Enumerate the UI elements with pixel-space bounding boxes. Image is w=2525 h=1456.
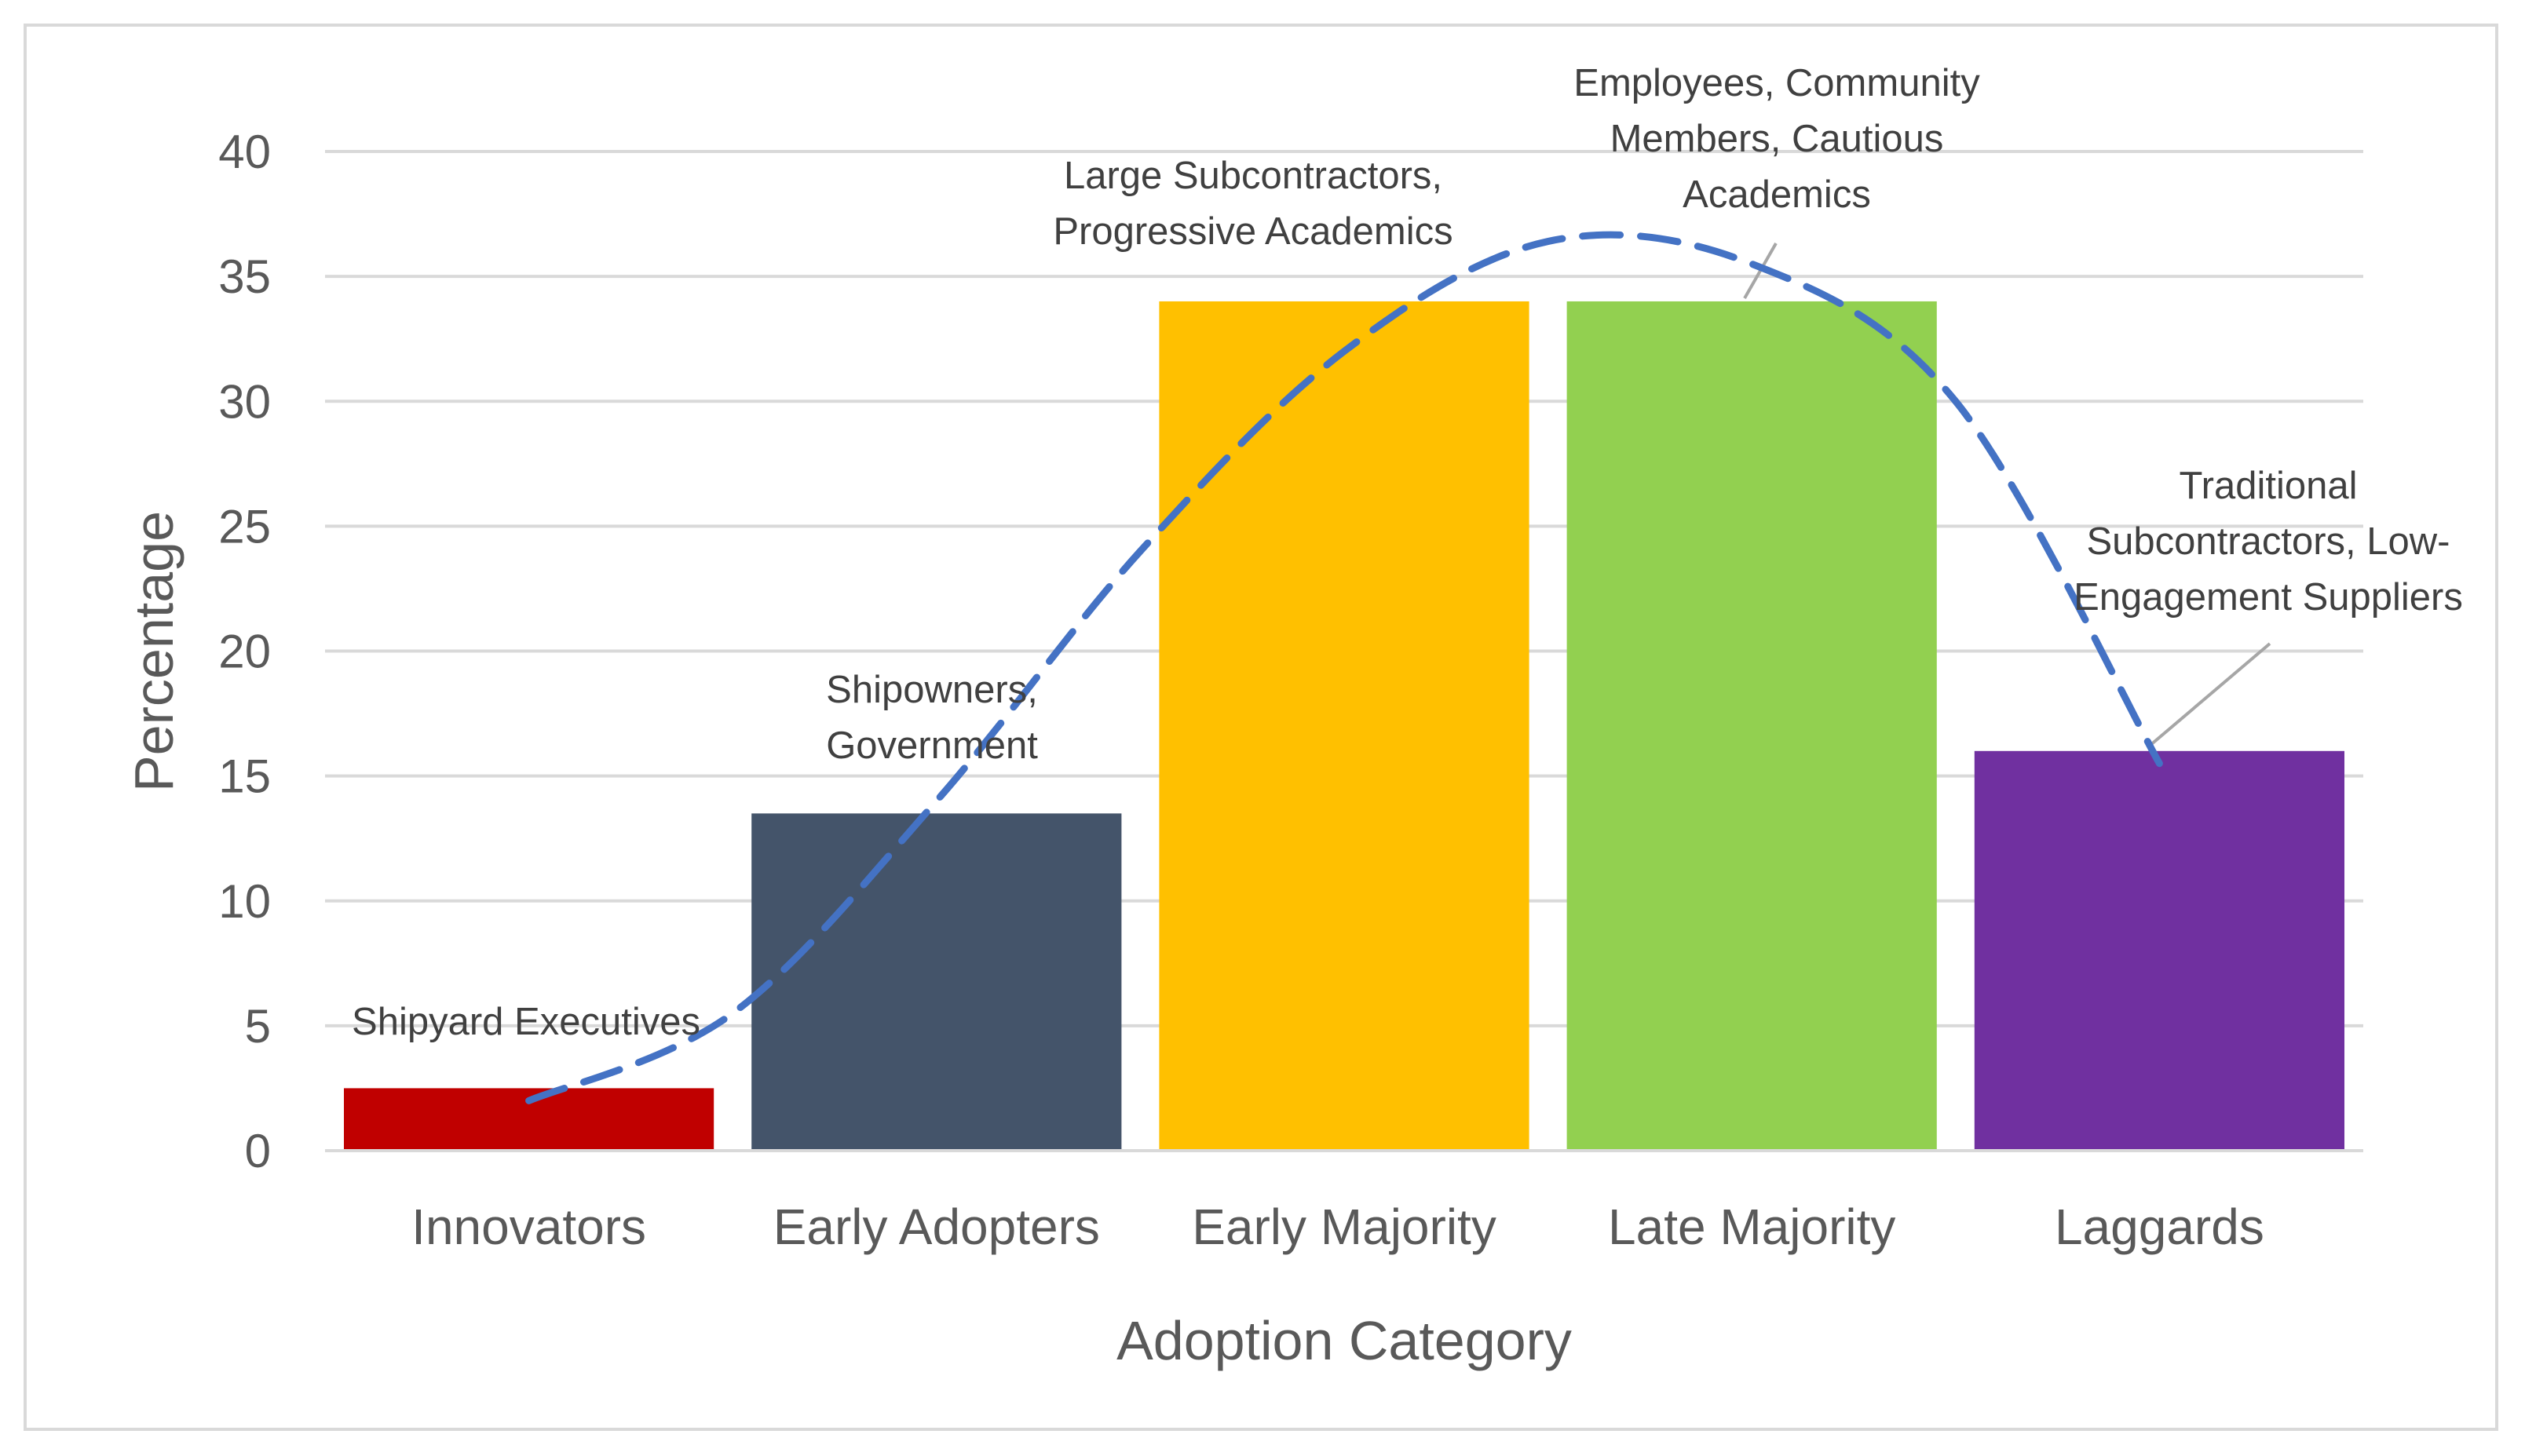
- bar-early-adopters: [751, 813, 1122, 1151]
- bar-late-majority: [1566, 301, 1937, 1151]
- y-tick-label-20: 20: [218, 626, 271, 678]
- x-axis-title: Adoption Category: [1116, 1310, 1572, 1371]
- bar-early-majority: [1159, 301, 1529, 1151]
- annotation-line: Members, Cautious: [1610, 118, 1944, 160]
- annotation-line: Employees, Community: [1573, 62, 1980, 104]
- x-category-early-adopters: Early Adopters: [773, 1199, 1100, 1255]
- bar-laggards: [1974, 750, 2344, 1151]
- annotation-line: Shipyard Executives: [352, 1001, 700, 1043]
- y-tick-label-15: 15: [218, 750, 271, 803]
- x-category-late-majority: Late Majority: [1608, 1199, 1895, 1255]
- y-tick-label-0: 0: [245, 1125, 271, 1177]
- bars: [344, 301, 2344, 1151]
- x-category-early-majority: Early Majority: [1192, 1199, 1496, 1255]
- annotation-line: Shipowners,: [826, 669, 1038, 711]
- annotation-line: Large Subcontractors,: [1064, 155, 1442, 197]
- annotation-line: Academics: [1683, 173, 1871, 216]
- y-tick-label-30: 30: [218, 375, 271, 428]
- annotation-line: Engagement Suppliers: [2074, 576, 2463, 619]
- annotation-early-majority: Large Subcontractors, Progressive Academi…: [1053, 155, 1453, 253]
- annotations: Shipyard Executives Shipowners, Government…: [352, 62, 2463, 1043]
- annotation-line: Traditional: [2180, 465, 2358, 507]
- annotation-line: Government: [826, 724, 1038, 767]
- annotation-line: Subcontractors, Low-: [2087, 520, 2450, 563]
- y-tick-label-35: 35: [218, 250, 271, 303]
- adoption-trend-curve: [525, 231, 2163, 1104]
- annotation-late-majority: Employees, Community Members, Cautious Aca…: [1573, 62, 1980, 216]
- leader-line-laggards: [2148, 642, 2271, 747]
- x-category-laggards: Laggards: [2055, 1199, 2264, 1255]
- annotation-laggards: Traditional Subcontractors, Low- Engagemen…: [2074, 465, 2463, 619]
- annotation-innovators: Shipyard Executives: [352, 1001, 700, 1043]
- y-axis-title: Percentage: [123, 511, 185, 792]
- x-axis-categories: Innovators Early Adopters Early Majority La…: [411, 1199, 2264, 1255]
- annotation-line: Progressive Academics: [1053, 210, 1453, 253]
- y-tick-label-10: 10: [218, 875, 271, 928]
- y-tick-label-40: 40: [218, 126, 271, 178]
- annotation-early-adopters: Shipowners, Government: [826, 669, 1038, 767]
- y-axis-ticks: 0 5 10 15 20 25 30 35 40: [218, 126, 271, 1177]
- x-category-innovators: Innovators: [411, 1199, 646, 1255]
- y-tick-label-5: 5: [245, 1000, 271, 1053]
- y-tick-label-25: 25: [218, 500, 271, 553]
